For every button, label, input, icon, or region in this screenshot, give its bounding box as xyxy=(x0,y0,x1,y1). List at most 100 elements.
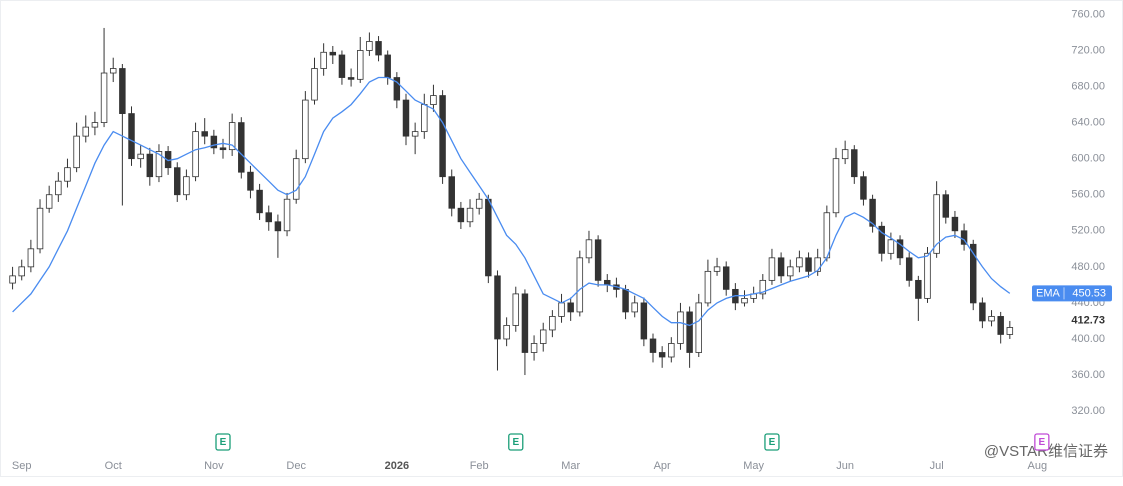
y-tick-label: 360.00 xyxy=(1071,369,1105,381)
candle-body xyxy=(695,302,702,353)
candle-body xyxy=(942,194,950,218)
candle-body xyxy=(841,149,849,160)
last-price-label: 412.73 xyxy=(1071,314,1105,326)
candle-body xyxy=(109,68,117,74)
candle-body xyxy=(969,243,977,304)
event-marker xyxy=(764,433,780,451)
candle-body xyxy=(338,54,346,78)
candle-body xyxy=(247,171,254,191)
candle-body xyxy=(622,288,629,313)
candle-body xyxy=(887,239,895,254)
candle-body xyxy=(649,338,657,353)
candle-body xyxy=(366,41,373,51)
candle-body xyxy=(475,198,483,209)
event-label: E xyxy=(769,437,776,448)
x-tick-label: Jun xyxy=(836,460,854,472)
candle-body xyxy=(576,257,584,313)
candle-body xyxy=(640,302,648,340)
candle-body xyxy=(814,257,821,272)
candle-body xyxy=(256,189,263,214)
candle-body xyxy=(823,212,831,259)
candle-body xyxy=(45,194,53,209)
event-label: E xyxy=(512,437,519,448)
candle-body xyxy=(27,248,35,268)
y-tick-label: 320.00 xyxy=(1071,405,1105,417)
candle-body xyxy=(787,266,794,277)
x-tick-label: Aug xyxy=(1027,460,1047,472)
candle-body xyxy=(686,311,693,353)
candle-body xyxy=(174,167,181,196)
candle-body xyxy=(851,149,858,178)
event-label: E xyxy=(220,437,227,448)
candle-body xyxy=(988,316,995,322)
candle-body xyxy=(741,298,748,304)
candle-body xyxy=(283,198,291,232)
candle-body xyxy=(924,252,931,299)
y-tick-label: 480.00 xyxy=(1071,261,1105,273)
candle-body xyxy=(759,279,767,295)
candle-body xyxy=(265,212,272,223)
candle-body xyxy=(238,122,245,173)
watermark: @VSTAR维信证券 xyxy=(984,443,1108,460)
candle-body xyxy=(73,135,80,169)
candle-body xyxy=(567,302,574,313)
candle-body xyxy=(18,266,25,277)
candle-body xyxy=(311,68,318,101)
candle-body xyxy=(155,151,163,178)
candle-body xyxy=(722,266,730,290)
candle-body xyxy=(951,216,959,232)
candle-body xyxy=(183,176,190,196)
candle-body xyxy=(494,275,501,340)
x-tick-label: May xyxy=(743,460,764,472)
candle-body xyxy=(677,311,684,344)
candle-body xyxy=(869,198,876,227)
candle-body xyxy=(9,275,16,284)
candle-body xyxy=(796,257,803,268)
ema-tag-label: EMA xyxy=(1036,287,1061,299)
candle-body xyxy=(375,41,382,56)
candle-body xyxy=(119,68,126,114)
x-tick-label: Nov xyxy=(204,460,224,472)
candle-body xyxy=(201,131,208,137)
candle-body xyxy=(768,257,776,281)
candle-body xyxy=(292,158,300,200)
candle-body xyxy=(64,167,71,182)
ema-tag-value: 450.53 xyxy=(1072,287,1106,299)
candle-body xyxy=(1006,327,1014,335)
candle-body xyxy=(384,54,391,78)
candle-body xyxy=(668,343,675,358)
y-tick-label: 760.00 xyxy=(1071,8,1105,20)
candle-body xyxy=(979,302,986,322)
candle-body xyxy=(960,230,968,245)
x-tick-label: Jul xyxy=(930,460,944,472)
ema-tag xyxy=(1032,285,1112,302)
candle-body xyxy=(521,293,529,353)
candle-body xyxy=(402,99,410,137)
candle-body xyxy=(512,293,520,326)
x-tick-label: Dec xyxy=(286,460,306,472)
candle-body xyxy=(357,50,364,80)
candle-body xyxy=(457,207,465,223)
x-tick-label: Feb xyxy=(470,460,489,472)
event-marker xyxy=(1034,433,1050,451)
candle-body xyxy=(274,221,282,232)
y-tick-label: 400.00 xyxy=(1071,333,1105,345)
candle-body xyxy=(421,104,428,133)
x-tick-label: Mar xyxy=(561,460,580,472)
candle-body xyxy=(320,51,327,69)
candle-body xyxy=(594,239,602,281)
candle-body xyxy=(210,135,218,149)
candle-body xyxy=(905,257,913,281)
candle-body xyxy=(411,131,419,137)
candle-body xyxy=(915,279,922,299)
candle-body xyxy=(329,51,337,56)
candle-body xyxy=(503,325,510,340)
y-tick-label: 680.00 xyxy=(1071,80,1105,92)
candle-body xyxy=(137,153,144,160)
candle-body xyxy=(549,316,556,331)
candle-body xyxy=(777,257,785,277)
x-tick-label: Sep xyxy=(12,460,32,472)
candle-body xyxy=(439,95,446,178)
y-tick-label: 640.00 xyxy=(1071,117,1105,129)
